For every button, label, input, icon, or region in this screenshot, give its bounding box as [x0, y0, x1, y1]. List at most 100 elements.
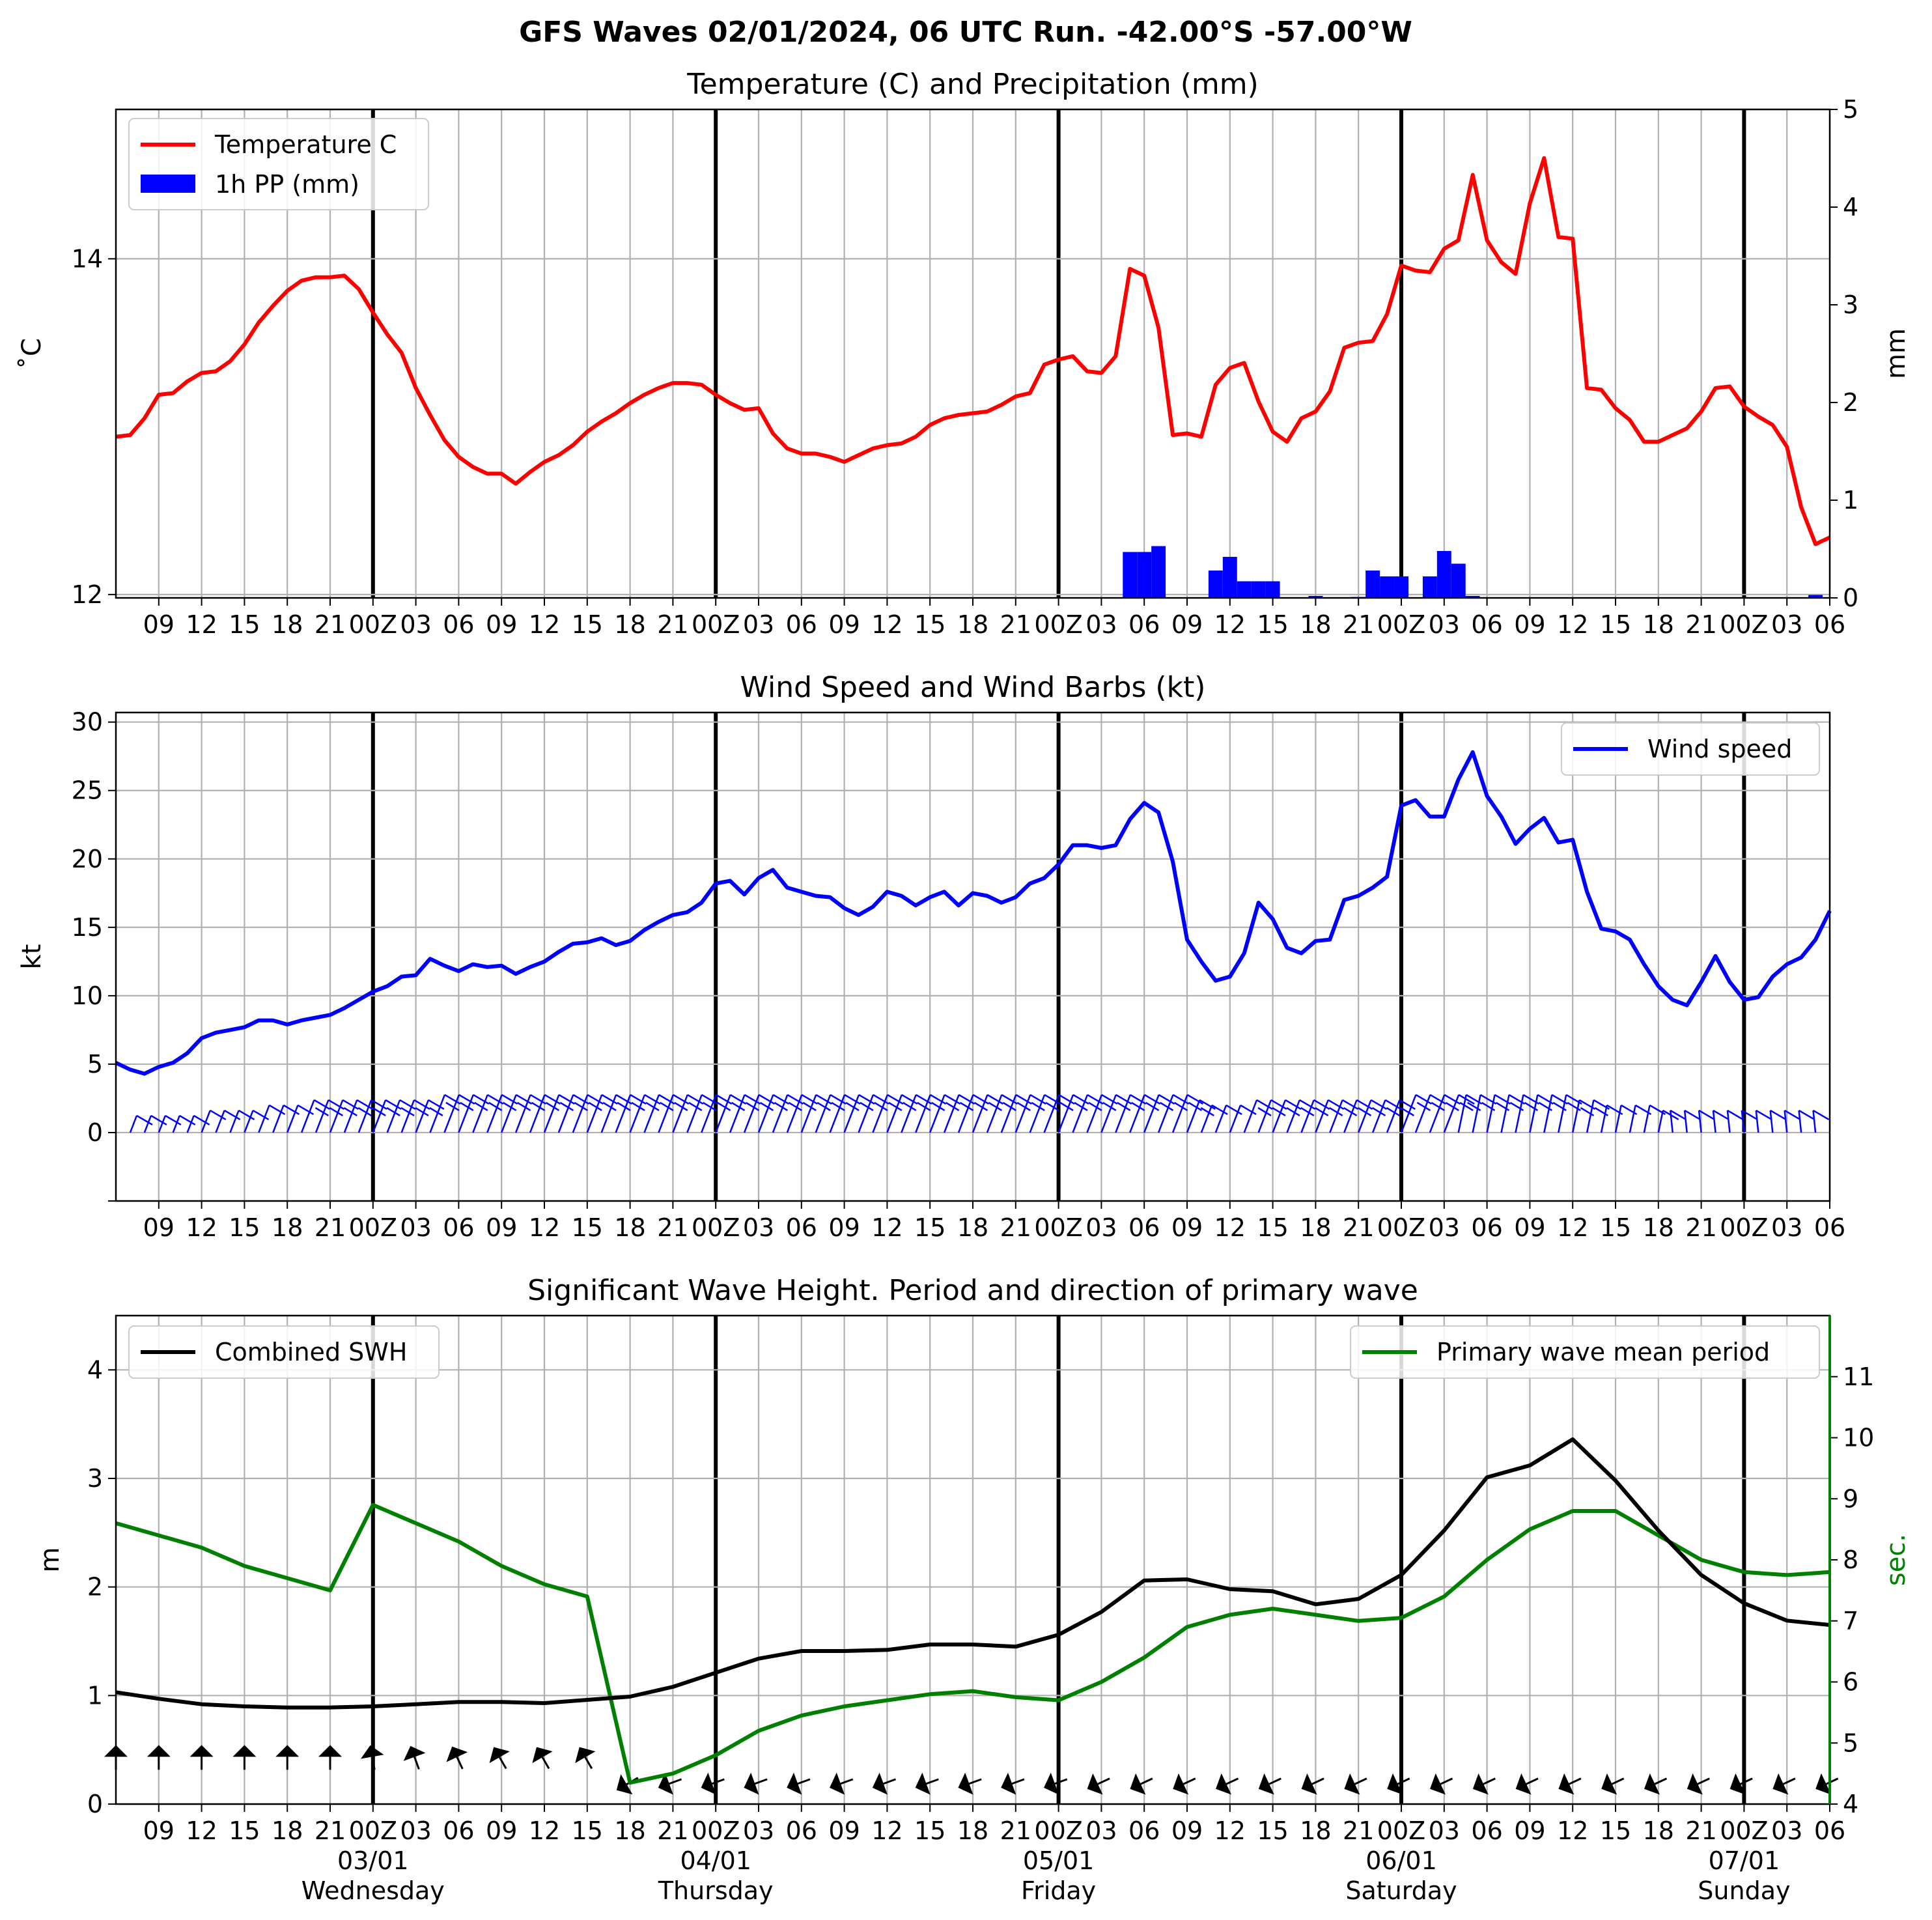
wind-barb-flag [631, 1101, 645, 1112]
wind-barb-staff [1643, 1105, 1651, 1133]
wind-barb-flag [1087, 1094, 1104, 1105]
wind-barb-flag [474, 1101, 488, 1112]
wind-barb [901, 1094, 932, 1133]
wind-barb-staff [1457, 1094, 1467, 1133]
wind-barb-flag [329, 1107, 343, 1117]
wind-barb-staff [372, 1099, 387, 1133]
wind-barb-flag [1784, 1109, 1801, 1121]
wind-barb [1698, 1109, 1715, 1133]
precip-bar [1808, 595, 1823, 598]
day-date-label: 03/01 [337, 1846, 409, 1875]
wind-barb-staff [443, 1094, 460, 1133]
wave-arrow-head [575, 1747, 596, 1764]
x-tick-label: 06 [1814, 1213, 1845, 1242]
wind-barb-staff [272, 1105, 285, 1133]
wave-direction-arrow [147, 1745, 171, 1770]
wind-barb-staff [400, 1099, 415, 1133]
wind-barb-flag [238, 1109, 255, 1121]
wind-barb-flag [1329, 1107, 1343, 1117]
x-tick-label: 00Z [1720, 1213, 1768, 1242]
wave-direction-arrow [787, 1772, 811, 1795]
wind-barb [158, 1114, 182, 1133]
x-tick-label: 09 [828, 1213, 860, 1242]
x-tick-label: 18 [614, 1816, 645, 1845]
wind-barb-flag [1386, 1107, 1401, 1117]
temperature-line [115, 156, 1831, 546]
y2-tick-label: 1 [1843, 486, 1858, 515]
wind-barb-staff [1171, 1094, 1188, 1133]
x-tick-label: 03 [1085, 1816, 1117, 1845]
wind-barb-staff [1300, 1099, 1315, 1133]
wind-barb-staff [1200, 1105, 1213, 1133]
wind-barb [1129, 1094, 1161, 1133]
wave-direction-arrow [489, 1747, 510, 1770]
primary-period-line [115, 1503, 1830, 1785]
x-tick-label: 15 [1600, 1213, 1631, 1242]
wind-barb [600, 1094, 632, 1133]
x-tick-label: 06 [443, 1213, 474, 1242]
wind-barb-flag [313, 1099, 331, 1110]
wind-barb [258, 1104, 286, 1133]
x-tick-label: 03 [1771, 1213, 1802, 1242]
wind-barb-flag [460, 1101, 474, 1112]
wind-barb [1243, 1099, 1273, 1133]
wind-barb-staff [929, 1094, 945, 1133]
wind-barb-staff [829, 1094, 846, 1133]
wind-barb-flag [615, 1094, 632, 1105]
wave-arrow-head [1344, 1773, 1360, 1795]
wind-barb [201, 1109, 227, 1133]
wave-arrow-head [403, 1745, 426, 1761]
y-axis-label: ˚C [17, 338, 47, 369]
wind-barb-flag [945, 1101, 960, 1112]
wind-barb [1214, 1104, 1242, 1133]
wind-barb-flag [458, 1094, 475, 1105]
day-date-label: 05/01 [1023, 1846, 1095, 1875]
precip-bar [1265, 581, 1280, 598]
wind-barb-flag [1256, 1099, 1273, 1110]
wind-barb-staff [858, 1094, 875, 1133]
wave-direction-arrow [958, 1772, 982, 1795]
x-tick-label: 12 [1557, 1816, 1588, 1845]
temperature-precip-panel: 09 12 15 18 21 00Z 03 06 09 12 15 18 21 00Z 03 06 09 12 15… [17, 68, 1911, 639]
x-tick-label: 21 [1000, 610, 1031, 639]
wind-barb-flag [587, 1094, 604, 1105]
wind-barb-flag [429, 1107, 443, 1117]
wave-direction-arrow [446, 1746, 468, 1770]
wave-arrow-head [1815, 1773, 1832, 1795]
day-date-label: 04/01 [680, 1846, 751, 1875]
wind-barb-staff [686, 1094, 703, 1133]
x-tick-label: 00Z [692, 1816, 740, 1845]
wind-barb [643, 1094, 675, 1133]
wind-barb-flag [1713, 1109, 1729, 1121]
wind-barb [186, 1114, 210, 1133]
wave-direction-arrow [403, 1745, 426, 1770]
wave-direction-arrow [1216, 1773, 1239, 1795]
wind-barb-flag [1199, 1099, 1216, 1110]
wind-barb [1286, 1099, 1316, 1133]
wind-barb-flag [1756, 1109, 1772, 1121]
x-tick-label: 15 [1257, 1816, 1288, 1845]
wave-arrow-head [1687, 1773, 1703, 1795]
wave-arrow-head [232, 1745, 257, 1757]
wave-arrow-head [1772, 1773, 1789, 1795]
x-tick-label: 15 [229, 610, 260, 639]
x-tick-label: 15 [572, 1213, 603, 1242]
x-tick-label: 18 [614, 610, 645, 639]
wind-barb [701, 1094, 733, 1133]
wind-barb-flag [830, 1094, 847, 1105]
wind-barb-flag [1045, 1101, 1059, 1112]
plot-frame [115, 711, 1831, 1202]
wind-barb [557, 1094, 589, 1133]
wind-barb-flag [630, 1094, 647, 1105]
legend-label-swh: Combined SWH [215, 1338, 407, 1366]
y2-tick-label: 8 [1843, 1546, 1858, 1574]
wind-barb-flag [415, 1107, 429, 1117]
wind-barb [244, 1109, 270, 1133]
wind-barb-flag [1257, 1107, 1272, 1117]
wind-barb-staff [1657, 1110, 1664, 1133]
wind-barb-staff [1257, 1099, 1272, 1133]
x-tick-label: 18 [1643, 610, 1674, 639]
wind-barb-flag [1031, 1101, 1045, 1112]
x-tick-label: 06 [1471, 1816, 1502, 1845]
wind-barb-flag [1343, 1107, 1358, 1117]
